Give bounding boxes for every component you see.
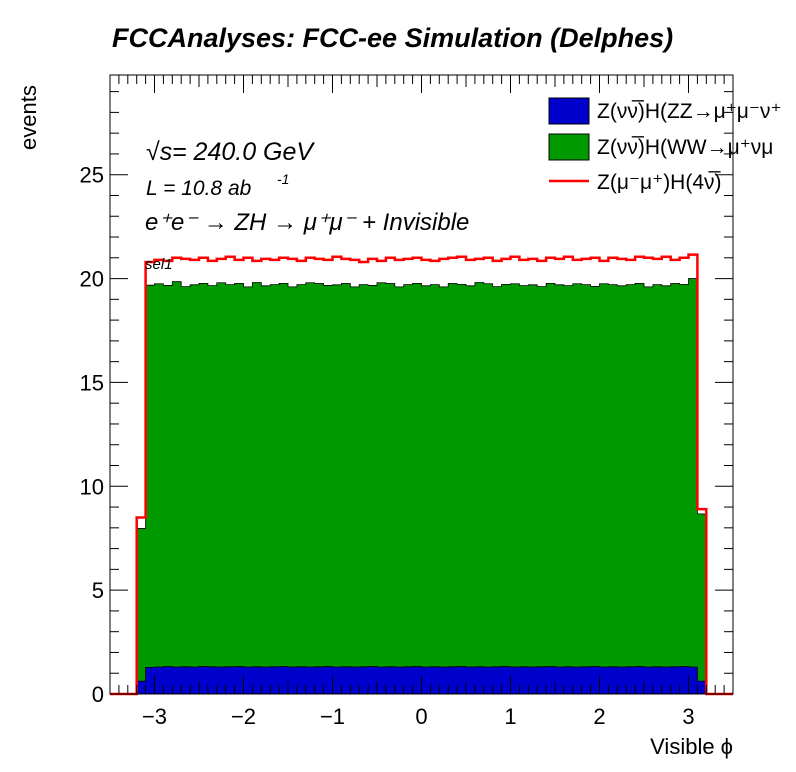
x-tick-label: 1 (504, 704, 516, 729)
annotation-energy: √s = 240.0 GeV (146, 138, 315, 166)
energy-sqrt: √s (146, 138, 172, 166)
lumi-text: L = 10.8 ab (146, 177, 252, 200)
y-tick-label: 10 (80, 474, 104, 499)
x-tick-label: −1 (320, 704, 345, 729)
y-axis-label: events (16, 85, 41, 150)
x-tick-label: −3 (142, 704, 167, 729)
lumi-exponent: -1 (277, 171, 289, 187)
legend-swatch (548, 133, 590, 161)
chart-title: FCCAnalyses: FCC-ee Simulation (Delphes) (112, 23, 673, 53)
legend-swatch (548, 97, 590, 125)
energy-text: = 240.0 GeV (172, 138, 315, 166)
legend-label: Z(νν̅)H(ZZ→μ⁺μ⁻ν⁺ (597, 100, 782, 123)
series-mumu-line (110, 253, 733, 696)
annotation-lumi: L = 10.8 ab -1 (146, 171, 289, 200)
series-ww-fill (136, 278, 707, 695)
x-tick-label: 0 (415, 704, 427, 729)
plot-area (110, 253, 733, 696)
y-tick-label: 0 (92, 682, 104, 707)
annotation-selection: sel1 (145, 256, 173, 273)
x-tick-label: −2 (231, 704, 256, 729)
x-axis: −3 −2 −1 0 1 2 3 (109, 75, 734, 729)
y-tick-label: 15 (80, 370, 104, 395)
y-tick-label: 20 (80, 267, 104, 292)
legend-label: Z(νν̅)H(WW→μ⁺νμ (597, 136, 773, 159)
legend: Z(νν̅)H(ZZ→μ⁺μ⁻ν⁺ Z(νν̅)H(WW→μ⁺νμ Z(μ⁻μ⁺)H… (548, 97, 782, 194)
y-axis: 0 5 10 15 20 25 (80, 91, 733, 707)
y-tick-label: 25 (80, 163, 104, 188)
x-axis-label: Visible ϕ (650, 734, 733, 759)
legend-label: Z(μ⁻μ⁺)H(4ν̅) (597, 171, 722, 194)
y-tick-label: 5 (92, 578, 104, 603)
x-tick-label: 2 (593, 704, 605, 729)
annotation-process: e⁺e⁻ → ZH → μ⁺μ⁻ + Invisible (145, 209, 469, 236)
x-tick-label: 3 (682, 704, 694, 729)
